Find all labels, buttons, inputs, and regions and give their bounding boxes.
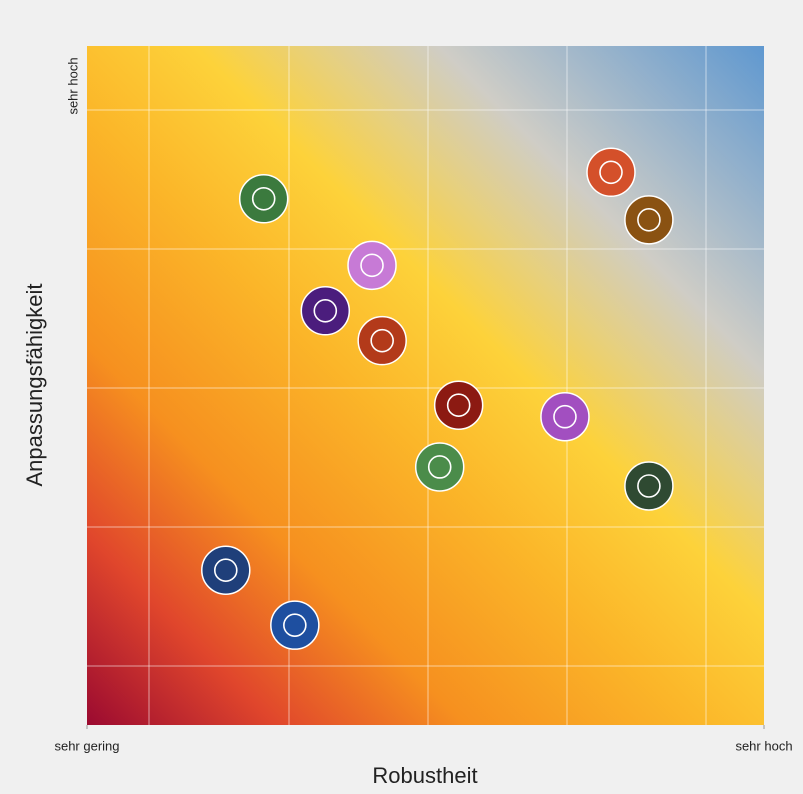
point bbox=[201, 545, 251, 595]
point bbox=[357, 315, 407, 366]
point-icon bbox=[446, 393, 471, 417]
point bbox=[238, 174, 289, 224]
point-icon bbox=[599, 160, 623, 185]
point-icon bbox=[213, 558, 238, 582]
point bbox=[270, 600, 320, 650]
point-icon bbox=[370, 328, 394, 353]
x-tick-label: sehr hoch bbox=[735, 738, 792, 753]
point bbox=[414, 442, 465, 492]
grid bbox=[87, 46, 764, 725]
y-axis-label: Anpassungsfähigkeit bbox=[22, 283, 47, 486]
x-axis-label: Robustheit bbox=[372, 763, 477, 788]
point-icon bbox=[360, 253, 384, 278]
point-icon bbox=[553, 404, 577, 429]
point-icon bbox=[637, 208, 661, 232]
point-icon bbox=[251, 186, 276, 211]
point bbox=[347, 240, 397, 291]
point-icon bbox=[313, 299, 338, 323]
point bbox=[624, 461, 674, 511]
point bbox=[586, 147, 636, 198]
x-tick-label: sehr gering bbox=[54, 738, 119, 753]
point bbox=[540, 391, 590, 442]
point bbox=[433, 380, 484, 430]
point-icon bbox=[283, 613, 307, 637]
plot-background bbox=[87, 46, 764, 725]
point bbox=[300, 286, 351, 336]
point-icon bbox=[637, 474, 661, 498]
point-icon bbox=[427, 455, 452, 479]
y-tick-label: sehr hoch bbox=[65, 57, 80, 114]
point bbox=[624, 195, 674, 245]
